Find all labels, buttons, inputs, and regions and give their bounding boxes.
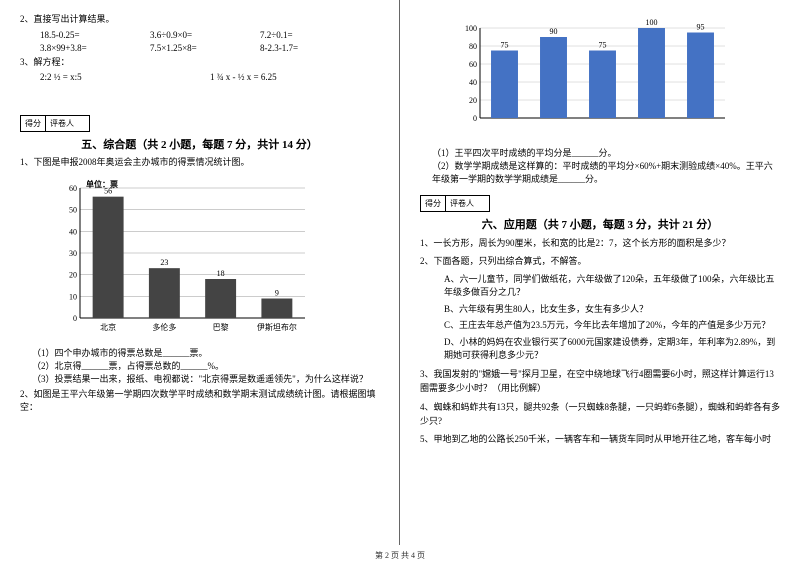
q6-2d: D、小林的妈妈在农业银行买了6000元国家建设债券，定期3年，年利率为2.89%…: [420, 336, 780, 363]
svg-text:20: 20: [69, 270, 77, 279]
eq: 7.5×1.25×8=: [150, 43, 230, 53]
eq: 3.8×99+3.8=: [40, 43, 120, 53]
r-sub2: （2）数学学期成绩是这样算的：平时成绩的平均分×60%+期末测验成绩×40%。王…: [420, 159, 780, 185]
eq: 18.5-0.25=: [40, 30, 120, 40]
svg-text:90: 90: [550, 27, 558, 36]
svg-text:单位：票: 单位：票: [86, 179, 118, 189]
svg-text:30: 30: [69, 249, 77, 258]
q6-1: 1、一长方形，周长为90厘米，长和宽的比是2：7，这个长方形的面积是多少？: [420, 236, 780, 250]
svg-text:20: 20: [469, 96, 477, 105]
svg-text:多伦多: 多伦多: [152, 322, 176, 332]
vote-chart: 010203040506056北京23多伦多18巴黎9伊斯坦布尔单位：票: [50, 178, 379, 338]
q6-2a: A、六一儿童节，同学们做纸花，六年级做了120朵，五年级做了100朵，六年级比五…: [420, 273, 780, 300]
q6-2: 2、下面各题，只列出综合算式，不解答。: [420, 254, 780, 268]
eq: 7.2÷0.1=: [260, 30, 340, 40]
score-chart: 0 20 40 60 80 100 75 90 75 100 95: [450, 18, 780, 138]
eq-row-2: 3.8×99+3.8= 7.5×1.25×8= 8-2.3-1.7=: [40, 43, 379, 53]
svg-text:10: 10: [69, 292, 77, 301]
svg-text:95: 95: [697, 23, 705, 32]
svg-text:0: 0: [473, 114, 477, 123]
score-box: 得分 评卷人: [20, 115, 90, 132]
eq: 2:2 ½ = x:5: [40, 72, 120, 82]
page-footer: 第 2 页 共 4 页: [0, 550, 800, 561]
svg-text:40: 40: [469, 78, 477, 87]
svg-text:40: 40: [69, 227, 77, 236]
q3-title: 3、解方程：: [20, 56, 379, 70]
q2-title: 2、直接写出计算结果。: [20, 13, 379, 27]
svg-text:75: 75: [501, 41, 509, 50]
q6-2b: B、六年级有男生80人，比女生多，女生有多少人？: [420, 303, 780, 317]
svg-text:100: 100: [465, 24, 477, 33]
r-sub1: （1）王平四次平时成绩的平均分是______分。: [420, 146, 780, 159]
q6-5: 5、甲地到乙地的公路长250千米，一辆客车和一辆货车同时从甲地开往乙地，客车每小…: [420, 432, 780, 446]
grader-label: 评卷人: [46, 116, 78, 131]
svg-text:60: 60: [69, 184, 77, 193]
svg-text:巴黎: 巴黎: [213, 322, 229, 332]
svg-text:50: 50: [69, 205, 77, 214]
svg-text:伊斯坦布尔: 伊斯坦布尔: [257, 322, 297, 332]
svg-text:60: 60: [469, 60, 477, 69]
svg-text:23: 23: [160, 258, 168, 267]
section6-title: 六、应用题（共 7 小题，每题 3 分，共计 21 分）: [420, 216, 780, 232]
q5-1-sub3: （3）投票结果一出来，报纸、电视都说："北京得票是数遥遥领先"，为什么这样说？: [20, 372, 379, 385]
svg-text:100: 100: [646, 18, 658, 27]
q6-3: 3、我国发射的"嫦娥一号"探月卫星，在空中绕地球飞行4圈需要6小时，照这样计算运…: [420, 367, 780, 396]
svg-text:北京: 北京: [100, 322, 116, 332]
eq: 1 ¾ x - ½ x = 6.25: [210, 72, 290, 82]
score-label: 得分: [21, 116, 46, 131]
svg-text:18: 18: [217, 269, 225, 278]
score-label: 得分: [421, 196, 446, 211]
section5-title: 五、综合题（共 2 小题，每题 7 分，共计 14 分）: [20, 136, 379, 152]
q6-4: 4、蜘蛛和蚂蚱共有13只，腿共92条（一只蜘蛛8条腿，一只蚂蚱6条腿），蜘蛛和蚂…: [420, 400, 780, 429]
eq: 3.6÷0.9×0=: [150, 30, 230, 40]
eq3-row: 2:2 ½ = x:5 1 ¾ x - ½ x = 6.25: [40, 72, 379, 82]
score-box: 得分 评卷人: [420, 195, 490, 212]
q6-2c: C、王庄去年总产值为23.5万元，今年比去年增加了20%，今年的产值是多少万元？: [420, 319, 780, 333]
svg-text:0: 0: [73, 314, 77, 323]
q5-1-sub1: （1）四个申办城市的得票总数是______票。: [20, 346, 379, 359]
svg-text:75: 75: [599, 41, 607, 50]
q5-1: 1、下图是申报2008年奥运会主办城市的得票情况统计图。: [20, 156, 379, 170]
eq-row-1: 18.5-0.25= 3.6÷0.9×0= 7.2÷0.1=: [40, 30, 379, 40]
svg-text:9: 9: [275, 288, 279, 297]
svg-text:80: 80: [469, 42, 477, 51]
grader-label: 评卷人: [446, 196, 478, 211]
q5-2: 2、如图是王平六年级第一学期四次数学平时成绩和数学期末测试成绩统计图。请根据图填…: [20, 388, 379, 415]
q5-1-sub2: （2）北京得______票，占得票总数的______%。: [20, 359, 379, 372]
eq: 8-2.3-1.7=: [260, 43, 340, 53]
